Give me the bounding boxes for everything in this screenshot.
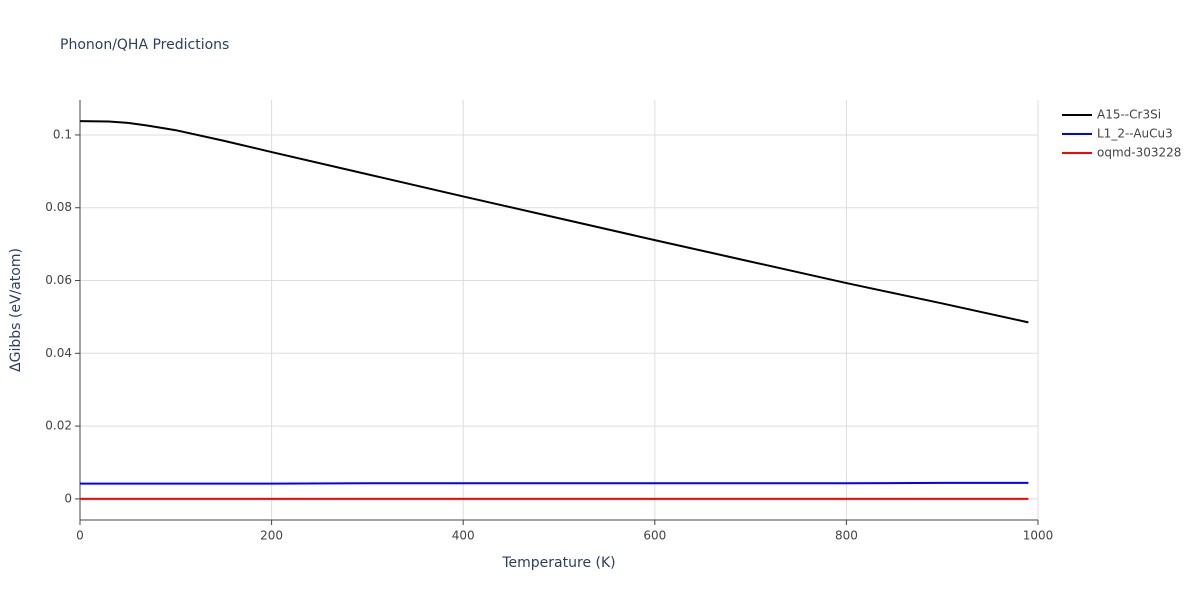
x-axis-label: Temperature (K) xyxy=(501,555,615,571)
y-tick-label: 0.04 xyxy=(45,346,72,360)
y-tick-label: 0 xyxy=(64,491,72,505)
legend-label: L1_2--AuCu3 xyxy=(1097,127,1173,141)
x-tick-label: 400 xyxy=(452,529,475,543)
x-tick-label: 800 xyxy=(835,529,858,543)
x-tick-label: 0 xyxy=(76,529,84,543)
y-tick-label: 0.06 xyxy=(45,273,72,287)
chart-title: Phonon/QHA Predictions xyxy=(60,37,229,53)
x-tick-label: 200 xyxy=(260,529,283,543)
legend-label: A15--Cr3Si xyxy=(1097,108,1161,122)
series-line xyxy=(80,481,1029,485)
series-line xyxy=(79,120,1029,324)
x-tick-label: 1000 xyxy=(1023,529,1054,543)
y-tick-label: 0.1 xyxy=(53,127,72,141)
y-axis-label: ΔGibbs (eV/atom) xyxy=(8,248,24,372)
legend-label: oqmd-303228 xyxy=(1097,146,1181,160)
y-tick-label: 0.02 xyxy=(45,419,72,433)
y-tick-label: 0.08 xyxy=(45,200,72,214)
x-tick-label: 600 xyxy=(643,529,666,543)
